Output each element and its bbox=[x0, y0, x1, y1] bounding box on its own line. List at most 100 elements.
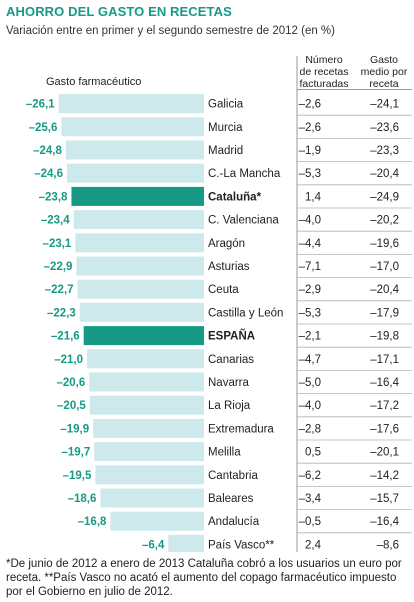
gasto-medio-value: –17,6 bbox=[370, 423, 399, 435]
gasto-medio-value: –15,7 bbox=[370, 493, 399, 505]
recetas-value: –3,4 bbox=[299, 493, 322, 505]
header-gasto-medio-line-1: Gasto bbox=[369, 54, 398, 66]
bar bbox=[89, 372, 204, 392]
recetas-value: –7,1 bbox=[299, 261, 321, 273]
bar bbox=[66, 163, 204, 183]
bar bbox=[75, 233, 204, 253]
gasto-medio-value: –17,2 bbox=[370, 400, 399, 412]
region-label: Galicia bbox=[208, 99, 244, 111]
header-recetas-line-1: Número bbox=[305, 54, 343, 66]
gasto-medio-value: –24,9 bbox=[370, 191, 399, 203]
recetas-value: –1,9 bbox=[299, 145, 321, 157]
gasto-medio-value: –17,1 bbox=[370, 354, 399, 366]
bar bbox=[61, 117, 204, 137]
bar bbox=[76, 256, 204, 276]
gasto-medio-value: –20,1 bbox=[370, 447, 399, 459]
bar-value-label: –24,6 bbox=[34, 168, 63, 180]
region-label: Asturias bbox=[208, 261, 250, 273]
gasto-medio-value: –16,4 bbox=[370, 516, 399, 528]
region-label: Cataluña* bbox=[208, 191, 262, 203]
bar-value-label: –22,3 bbox=[47, 307, 76, 319]
recetas-value: –5,0 bbox=[299, 377, 321, 389]
gasto-medio-value: –8,6 bbox=[377, 539, 399, 551]
gasto-medio-value: –20,4 bbox=[370, 284, 399, 296]
bar-value-label: –24,8 bbox=[33, 145, 62, 157]
gasto-medio-value: –16,4 bbox=[370, 377, 399, 389]
bar-value-label: –22,9 bbox=[44, 261, 73, 273]
recetas-value: –2,6 bbox=[299, 99, 321, 111]
region-label: Extremadura bbox=[208, 423, 274, 435]
gasto-medio-value: –17,9 bbox=[370, 307, 399, 319]
region-label: Madrid bbox=[208, 145, 243, 157]
footnote: *De junio de 2012 a enero de 2013 Catalu… bbox=[6, 558, 402, 598]
gasto-medio-value: –24,1 bbox=[370, 99, 399, 111]
bar bbox=[94, 442, 204, 462]
region-label: Melilla bbox=[208, 447, 241, 459]
recetas-value: –5,3 bbox=[299, 168, 321, 180]
bar-value-label: –20,6 bbox=[56, 377, 85, 389]
recetas-value: 1,4 bbox=[305, 191, 322, 203]
region-label: Canarias bbox=[208, 354, 254, 366]
chart-title: AHORRO DEL GASTO EN RECETAS bbox=[6, 4, 232, 19]
bar-value-label: –6,4 bbox=[142, 539, 165, 551]
region-label: C.-La Mancha bbox=[208, 168, 281, 180]
gasto-medio-value: –19,8 bbox=[370, 331, 399, 343]
bar-value-label: –23,8 bbox=[39, 191, 68, 203]
bar-value-label: –22,7 bbox=[45, 284, 74, 296]
gasto-medio-value: –23,3 bbox=[370, 145, 399, 157]
recetas-value: –6,2 bbox=[299, 470, 321, 482]
gasto-medio-value: –17,0 bbox=[370, 261, 399, 273]
region-label: País Vasco** bbox=[208, 539, 275, 551]
bar-value-label: –16,8 bbox=[78, 516, 107, 528]
recetas-value: –4,0 bbox=[299, 215, 321, 227]
bar-value-label: –19,5 bbox=[63, 470, 92, 482]
bar-value-label: –25,6 bbox=[29, 122, 58, 134]
bar-value-label: –19,7 bbox=[61, 447, 90, 459]
bar bbox=[73, 210, 204, 230]
bar-value-label: –18,6 bbox=[68, 493, 97, 505]
bar-value-label: –19,9 bbox=[60, 423, 89, 435]
header-recetas-line-2: de recetas bbox=[299, 66, 349, 78]
bar bbox=[100, 488, 204, 508]
region-label: Andalucía bbox=[208, 516, 260, 528]
gasto-medio-value: –20,2 bbox=[370, 215, 399, 227]
region-label: ESPAÑA bbox=[208, 330, 255, 343]
region-label: La Rioja bbox=[208, 400, 251, 412]
region-label: Navarra bbox=[208, 377, 250, 389]
bar bbox=[83, 326, 204, 346]
bar-value-label: –23,1 bbox=[43, 238, 72, 250]
bar bbox=[93, 418, 204, 438]
recetas-value: –4,4 bbox=[299, 238, 322, 250]
header-gasto-medio: Gasto medio por receta bbox=[356, 54, 412, 90]
recetas-value: –4,0 bbox=[299, 400, 321, 412]
header-recetas: Número de recetas facturadas bbox=[294, 54, 354, 90]
recetas-value: 2,4 bbox=[305, 539, 322, 551]
gasto-medio-value: –20,4 bbox=[370, 168, 399, 180]
bar-value-label: –26,1 bbox=[26, 99, 55, 111]
bar-value-label: –20,5 bbox=[57, 400, 86, 412]
bar bbox=[71, 186, 205, 206]
bar-value-label: –21,0 bbox=[54, 354, 83, 366]
bar bbox=[89, 395, 204, 415]
region-label: Castilla y León bbox=[208, 307, 283, 319]
gasto-medio-value: –14,2 bbox=[370, 470, 399, 482]
header-gasto-farmaceutico: Gasto farmacéutico bbox=[46, 76, 142, 88]
recetas-value: –5,3 bbox=[299, 307, 321, 319]
gasto-medio-value: –19,6 bbox=[370, 238, 399, 250]
chart-subtitle: Variación entre en primer y el segundo s… bbox=[6, 25, 335, 37]
gasto-medio-value: –23,6 bbox=[370, 122, 399, 134]
bar-value-label: –21,6 bbox=[51, 331, 80, 343]
bar bbox=[58, 94, 204, 114]
bar bbox=[87, 349, 204, 369]
region-label: Aragón bbox=[208, 238, 245, 250]
bar bbox=[95, 465, 204, 485]
region-label: Ceuta bbox=[208, 284, 239, 296]
recetas-value: –0,5 bbox=[299, 516, 321, 528]
region-label: C. Valenciana bbox=[208, 215, 279, 227]
header-divider bbox=[297, 89, 412, 90]
region-label: Murcia bbox=[208, 122, 243, 134]
recetas-value: –2,1 bbox=[299, 331, 321, 343]
region-label: Baleares bbox=[208, 493, 254, 505]
bar bbox=[65, 140, 204, 160]
bar-chart: –26,1 Galicia –2,6 –24,1 –25,6 Murcia –2,6 –23,… bbox=[26, 56, 412, 552]
